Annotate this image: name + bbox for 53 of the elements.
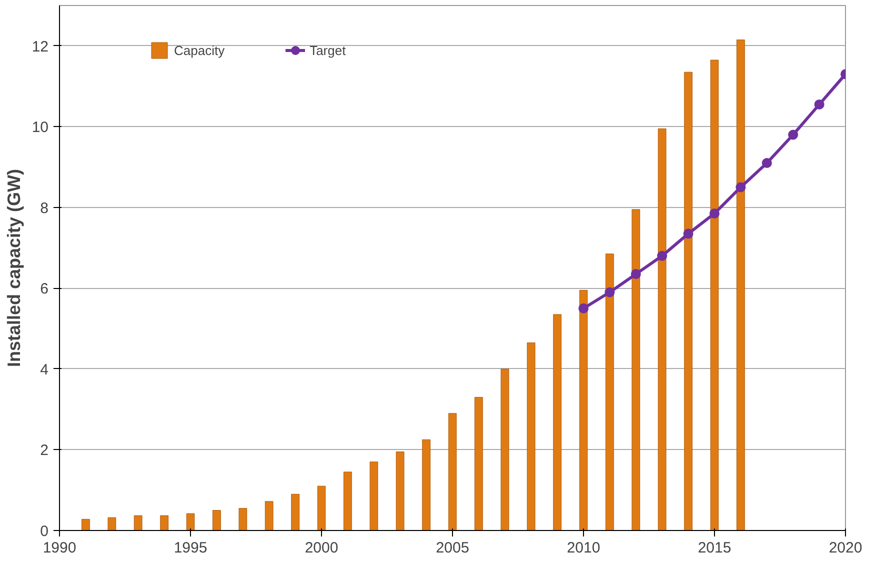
x-tick-label: 2010 bbox=[566, 540, 600, 556]
point bbox=[788, 130, 798, 140]
point bbox=[736, 182, 746, 192]
bar bbox=[317, 486, 326, 530]
point bbox=[630, 269, 641, 280]
x-tick-label: 2020 bbox=[828, 540, 862, 556]
x-tick-label: 1995 bbox=[174, 540, 208, 556]
y-tick-label: 4 bbox=[40, 361, 48, 378]
y-tick-label: 8 bbox=[40, 200, 48, 217]
bar bbox=[606, 254, 614, 530]
point bbox=[710, 208, 720, 218]
bar bbox=[658, 128, 666, 530]
bar bbox=[684, 72, 692, 530]
bar bbox=[422, 439, 430, 530]
point bbox=[814, 99, 824, 110]
bar bbox=[370, 462, 378, 530]
bar bbox=[500, 368, 510, 530]
x-tick-label: 2015 bbox=[698, 540, 732, 556]
x-tick-label: 1990 bbox=[42, 540, 76, 556]
legend-label: Capacity bbox=[174, 42, 225, 58]
bar bbox=[344, 472, 352, 530]
point bbox=[683, 228, 694, 239]
point bbox=[657, 250, 668, 261]
legend-label: Target bbox=[310, 42, 346, 58]
point bbox=[762, 158, 772, 168]
bar bbox=[108, 517, 116, 530]
bar bbox=[736, 40, 745, 530]
bar bbox=[526, 342, 536, 530]
bar bbox=[238, 508, 248, 530]
x-tick-label: 2000 bbox=[304, 540, 338, 556]
y-tick-label: 2 bbox=[40, 442, 48, 460]
bar bbox=[291, 494, 300, 530]
y-tick-label: 0 bbox=[40, 523, 48, 540]
bar bbox=[134, 515, 142, 530]
point bbox=[604, 287, 615, 298]
bar bbox=[186, 513, 195, 530]
bar bbox=[632, 209, 640, 530]
point bbox=[578, 303, 588, 314]
bar bbox=[553, 314, 562, 530]
bar bbox=[160, 515, 168, 530]
bar bbox=[448, 413, 457, 530]
y-tick-label: 10 bbox=[32, 119, 49, 136]
bar bbox=[579, 290, 588, 530]
bar bbox=[396, 452, 404, 530]
bar bbox=[710, 60, 719, 530]
y-tick-label: 12 bbox=[32, 38, 49, 56]
bar bbox=[82, 518, 90, 530]
y-axis-title: Installed capacity (GW) bbox=[4, 168, 24, 368]
bar bbox=[264, 501, 274, 530]
bar bbox=[474, 396, 483, 530]
x-tick-label: 2005 bbox=[436, 540, 470, 556]
y-tick-label: 6 bbox=[40, 280, 48, 298]
bar bbox=[212, 510, 221, 530]
